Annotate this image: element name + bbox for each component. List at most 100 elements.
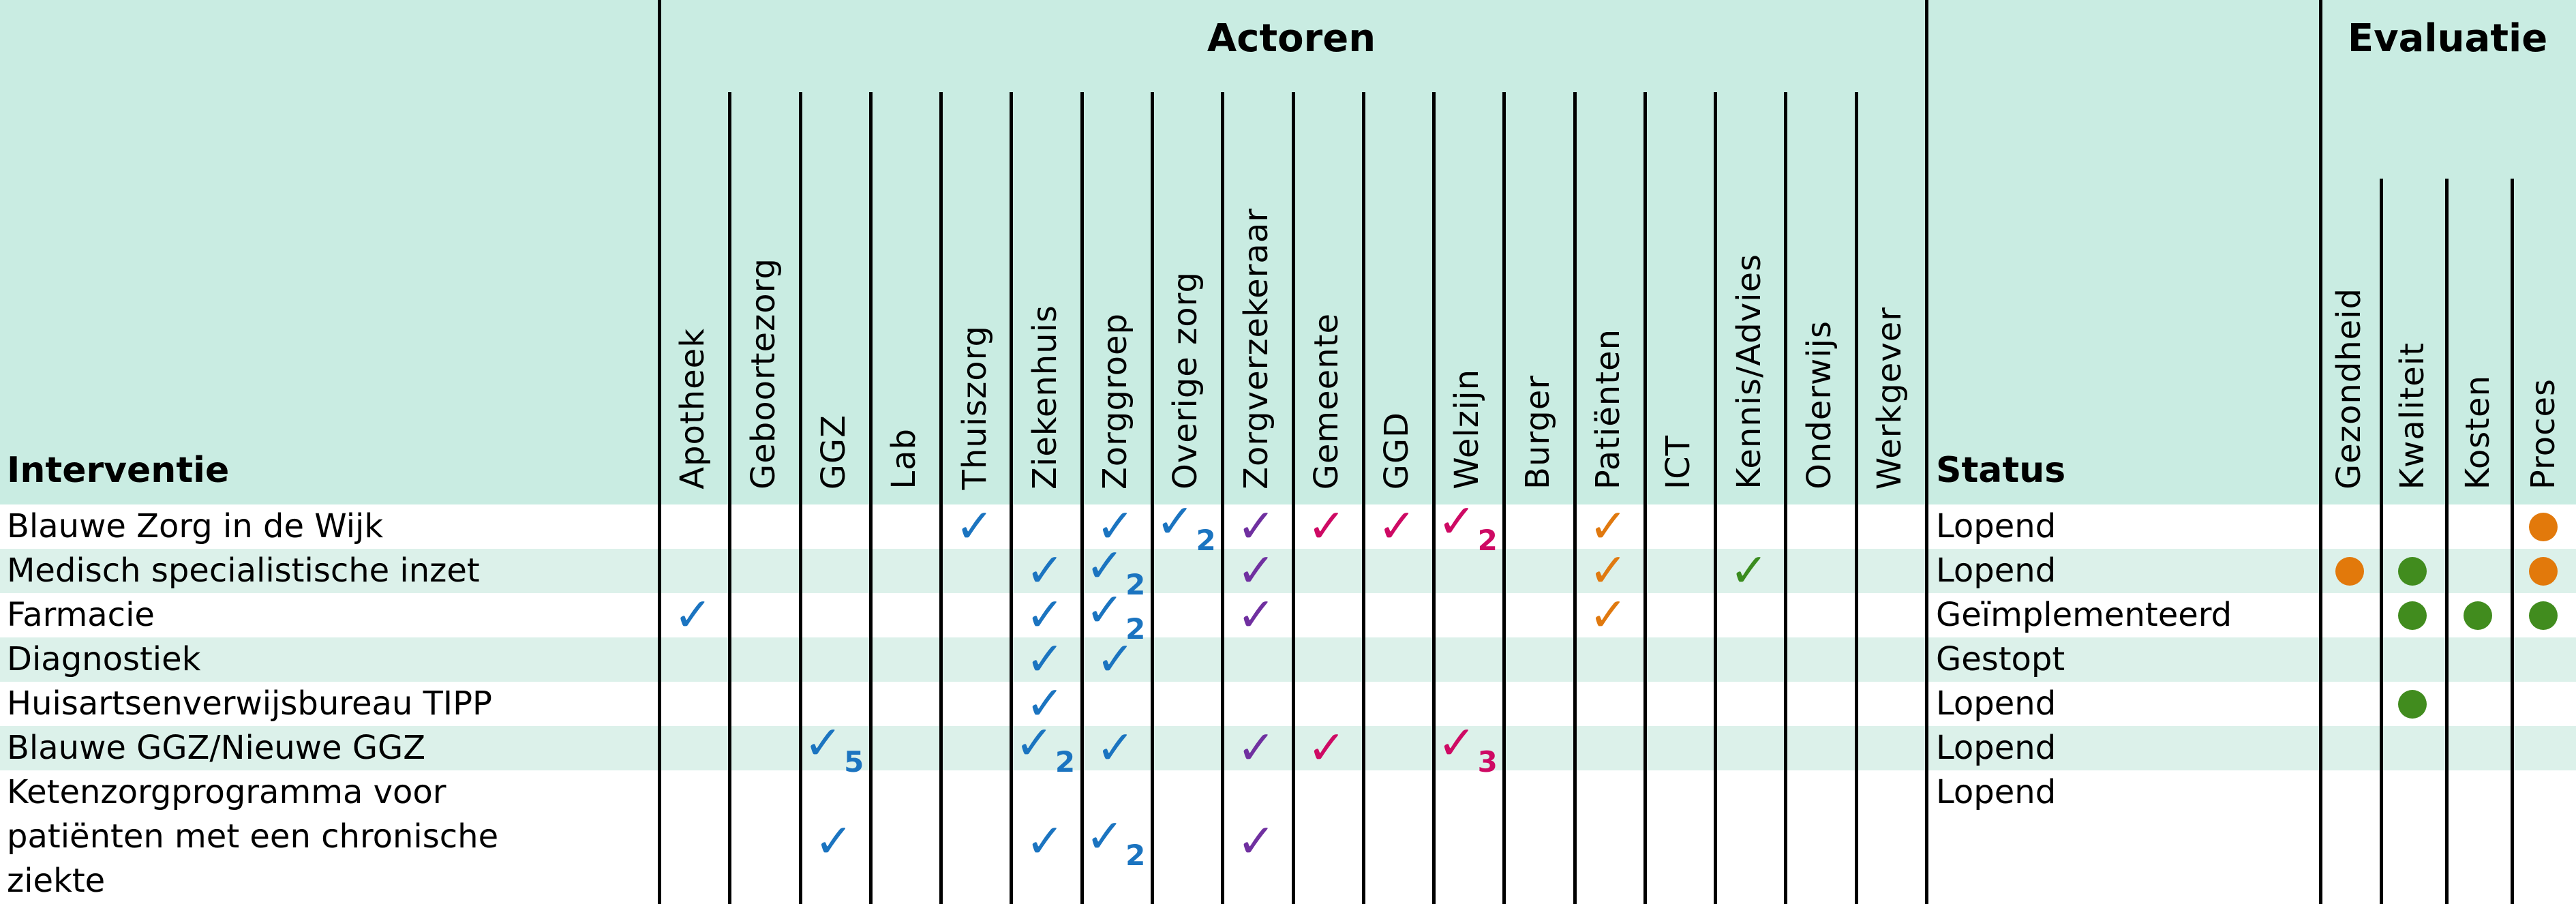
check-mark: ✓ — [673, 592, 712, 639]
check-mark: ✓ — [1237, 543, 1276, 598]
status-value: Lopend — [1936, 773, 2057, 811]
check-icon: ✓ — [1237, 588, 1276, 642]
check-mark: ✓ — [1589, 592, 1628, 639]
column-header-label: GGD — [1378, 411, 1416, 489]
check-icon: ✓ — [804, 716, 843, 770]
check-icon: ✓ — [1085, 539, 1125, 593]
column-header-label: Ziekenhuis — [1025, 305, 1064, 489]
column-header-label: Overige zorg — [1166, 271, 1205, 489]
check-mark: ✓ 3 — [1438, 720, 1498, 779]
column-header-apotheek: Apotheek — [658, 89, 728, 489]
intervention-name: Diagnostiek — [7, 640, 201, 678]
column-header-label: Lab — [885, 428, 924, 489]
check-icon: ✓ — [1237, 721, 1276, 775]
check-icon: ✓ — [1085, 810, 1125, 864]
grid-line — [1643, 92, 1647, 904]
table-header-background — [0, 0, 2576, 504]
check-subscript: 2 — [1125, 839, 1146, 872]
column-header-label: Werkgever — [1870, 306, 1909, 489]
check-mark: ✓ 2 — [1014, 716, 1076, 779]
status-value: Geïmplementeerd — [1936, 596, 2232, 634]
evaluation-dot — [2529, 601, 2558, 630]
check-icon: ✓ — [1014, 716, 1054, 770]
column-header-welzijn: Welzijn — [1432, 89, 1502, 489]
check-icon: ✓ — [1237, 543, 1276, 598]
intervention-name: Blauwe GGZ/Nieuwe GGZ — [7, 729, 426, 767]
column-header-label: Thuiszorg — [955, 325, 994, 489]
check-mark: ✓ — [1588, 499, 1628, 554]
section-divider-line — [1925, 0, 1928, 904]
column-header-label: Kwaliteit — [2393, 342, 2431, 489]
check-subscript: 3 — [1477, 744, 1498, 779]
column-header-lab: Lab — [869, 89, 939, 489]
column-header-zorggroep: Zorggroep — [1080, 89, 1151, 489]
column-header-label: Gemeente — [1307, 312, 1346, 489]
check-mark: ✓ 2 — [1155, 494, 1215, 555]
grid-line — [1361, 92, 1365, 904]
evaluation-dot — [2398, 556, 2427, 586]
section-divider-line — [2319, 0, 2322, 904]
check-mark: ✓ — [1026, 636, 1065, 683]
status-value: Gestopt — [1936, 640, 2065, 678]
check-icon: ✓ — [1588, 588, 1628, 642]
column-header-label: Zorggroep — [1096, 312, 1135, 489]
check-icon: ✓ — [1025, 676, 1065, 731]
check-mark: ✓ — [1096, 725, 1135, 772]
check-icon: ✓ — [1237, 815, 1276, 869]
check-icon: ✓ — [1085, 583, 1125, 637]
row-stripe — [0, 549, 2576, 593]
evaluation-dot — [2464, 601, 2492, 630]
evaluation-dot — [2398, 689, 2427, 719]
column-header-kwaliteit: Kwaliteit — [2380, 179, 2445, 489]
check-mark: ✓ — [1026, 592, 1065, 639]
check-icon: ✓ — [1237, 499, 1276, 554]
check-icon: ✓ — [1095, 721, 1135, 775]
check-mark: ✓ — [1237, 725, 1275, 772]
intervention-name: Huisartsenverwijsbureau TIPP — [7, 684, 492, 723]
column-header-label: ICT — [1659, 435, 1698, 489]
grid-line — [868, 92, 873, 904]
check-mark: ✓ — [1025, 676, 1065, 731]
row-stripe — [0, 726, 2576, 770]
check-mark: ✓ — [1026, 547, 1065, 594]
column-header-label: Gezondheid — [2330, 288, 2369, 489]
check-mark: ✓ — [1307, 725, 1346, 772]
check-subscript: 2 — [1125, 567, 1146, 601]
evaluation-dot — [2398, 601, 2427, 630]
check-icon: ✓ — [955, 499, 995, 554]
grid-line — [1714, 92, 1718, 904]
column-header-ict: ICT — [1643, 89, 1714, 489]
column-header-burger: Burger — [1502, 89, 1573, 489]
check-icon: ✓ — [1729, 543, 1769, 598]
grid-line — [2445, 179, 2449, 904]
grid-line — [1432, 92, 1436, 904]
check-mark: ✓ — [1095, 499, 1135, 554]
column-header-label: Proces — [2524, 378, 2562, 489]
grid-line — [939, 92, 943, 904]
column-header-label: Apotheek — [673, 328, 712, 489]
evaluation-dot — [2335, 556, 2364, 586]
grid-line — [1573, 92, 1577, 904]
column-header-proces: Proces — [2511, 179, 2576, 489]
check-icon: ✓ — [1155, 494, 1195, 549]
check-mark: ✓ — [1237, 592, 1275, 639]
check-subscript: 2 — [1055, 744, 1076, 779]
check-icon: ✓ — [1025, 815, 1065, 869]
column-header-geboortezorg: Geboortezorg — [728, 89, 798, 489]
intervention-name: Blauwe Zorg in de Wijk — [7, 507, 384, 545]
grid-line — [1010, 92, 1014, 904]
grid-line — [1854, 92, 1858, 904]
column-header-kosten: Kosten — [2445, 179, 2511, 489]
column-header-thuiszorg: Thuiszorg — [939, 89, 1010, 489]
check-icon: ✓ — [1095, 499, 1135, 554]
check-subscript: 5 — [844, 744, 864, 779]
check-icon: ✓ — [1588, 499, 1628, 554]
column-header-label: Patiënten — [1589, 328, 1628, 489]
intervention-name: Farmacie — [7, 596, 155, 634]
evaluation-dot — [2529, 512, 2558, 541]
check-icon: ✓ — [1307, 499, 1346, 554]
grid-line — [2380, 179, 2383, 904]
intervention-name: Ketenzorgprogramma voor patiënten met ee… — [7, 773, 499, 900]
column-header-label: Kosten — [2458, 374, 2497, 489]
